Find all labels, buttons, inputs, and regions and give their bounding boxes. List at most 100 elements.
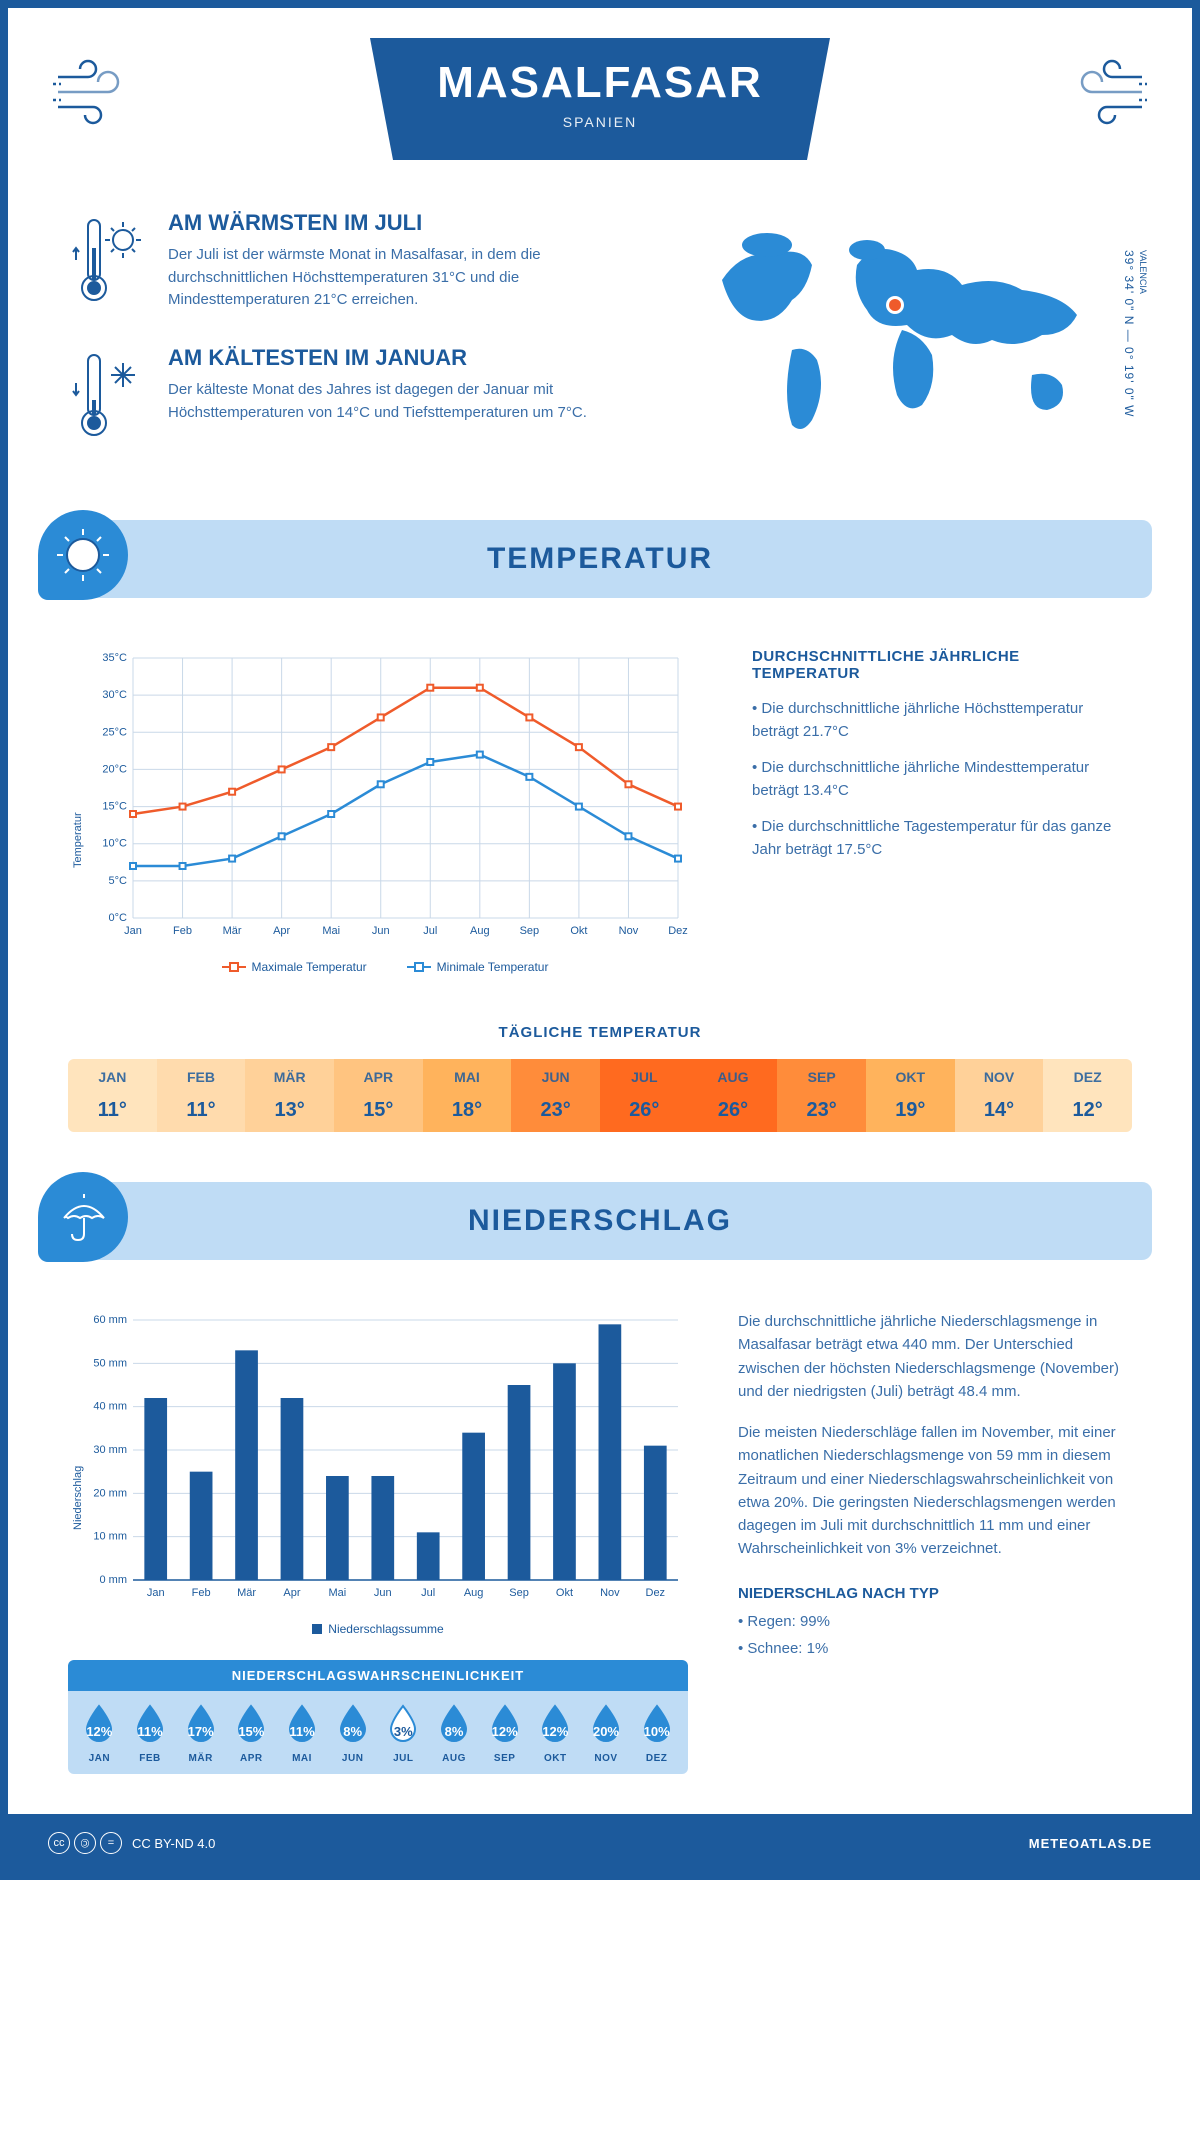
temp-cell: DEZ12° <box>1043 1059 1132 1132</box>
svg-text:10 mm: 10 mm <box>93 1531 127 1543</box>
svg-text:Jul: Jul <box>423 925 437 937</box>
svg-text:Jun: Jun <box>374 1587 392 1599</box>
site-name: METEOATLAS.DE <box>1029 1836 1152 1851</box>
warmest-text: Der Juli ist der wärmste Monat in Masalf… <box>168 244 652 312</box>
temp-cell: FEB11° <box>157 1059 246 1132</box>
footer: cc 🄯 = CC BY-ND 4.0 METEOATLAS.DE <box>8 1814 1192 1872</box>
temperature-info: DURCHSCHNITTLICHE JÄHRLICHE TEMPERATUR •… <box>752 648 1132 974</box>
header: MASALFASAR SPANIEN <box>8 8 1192 180</box>
prob-cell: 15% APR <box>226 1703 277 1764</box>
prob-cell: 12% OKT <box>530 1703 581 1764</box>
coordinates: VALENCIA 39° 34' 0" N — 0° 19' 0" W <box>1122 250 1150 417</box>
thermometer-hot-icon <box>68 210 148 315</box>
svg-text:20°C: 20°C <box>102 763 127 775</box>
prob-cell: 17% MÄR <box>175 1703 226 1764</box>
svg-text:Dez: Dez <box>668 925 688 937</box>
legend-precip: Niederschlagssumme <box>312 1622 443 1636</box>
cc-icon: cc <box>48 1832 70 1854</box>
temp-cell: NOV14° <box>955 1059 1044 1132</box>
coldest-title: AM KÄLTESTEN IM JANUAR <box>168 345 652 371</box>
legend-min: Minimale Temperatur <box>407 960 549 974</box>
legend-max: Maximale Temperatur <box>222 960 367 974</box>
prob-cell: 8% JUN <box>327 1703 378 1764</box>
temp-cell: SEP23° <box>777 1059 866 1132</box>
svg-text:40 mm: 40 mm <box>93 1401 127 1413</box>
svg-text:20 mm: 20 mm <box>93 1487 127 1499</box>
prob-cell: 11% MAI <box>277 1703 328 1764</box>
warmest-block: AM WÄRMSTEN IM JULI Der Juli ist der wär… <box>68 210 652 315</box>
svg-text:0°C: 0°C <box>109 912 128 924</box>
svg-text:50 mm: 50 mm <box>93 1357 127 1369</box>
svg-text:Sep: Sep <box>509 1587 529 1599</box>
daily-temp-grid: JAN11°FEB11°MÄR13°APR15°MAI18°JUN23°JUL2… <box>68 1059 1132 1132</box>
wind-icon-right <box>1052 57 1152 141</box>
svg-text:Aug: Aug <box>470 925 490 937</box>
svg-text:Okt: Okt <box>556 1587 573 1599</box>
svg-text:Sep: Sep <box>520 925 540 937</box>
warmest-title: AM WÄRMSTEN IM JULI <box>168 210 652 236</box>
svg-text:Apr: Apr <box>283 1587 300 1599</box>
license-text: CC BY-ND 4.0 <box>132 1836 215 1851</box>
svg-text:Apr: Apr <box>273 925 290 937</box>
temperature-title: TEMPERATUR <box>88 542 1112 576</box>
prob-cell: 20% NOV <box>581 1703 632 1764</box>
temp-cell: MÄR13° <box>245 1059 334 1132</box>
probability-panel: NIEDERSCHLAGSWAHRSCHEINLICHKEIT 12% JAN … <box>68 1660 688 1774</box>
coldest-text: Der kälteste Monat des Jahres ist dagege… <box>168 379 652 424</box>
title-banner: MASALFASAR SPANIEN <box>370 38 830 160</box>
cc-icons: cc 🄯 = <box>48 1832 122 1854</box>
temp-cell: JUL26° <box>600 1059 689 1132</box>
precipitation-bar-chart: Niederschlag 0 mm10 mm20 mm30 mm40 mm50 … <box>68 1310 688 1610</box>
prob-cell: 12% SEP <box>479 1703 530 1764</box>
svg-text:25°C: 25°C <box>102 726 127 738</box>
precipitation-info: Die durchschnittliche jährliche Niedersc… <box>738 1310 1132 1774</box>
svg-text:Jun: Jun <box>372 925 390 937</box>
prob-cell: 10% DEZ <box>631 1703 682 1764</box>
svg-text:35°C: 35°C <box>102 652 127 664</box>
svg-text:Feb: Feb <box>173 925 192 937</box>
svg-text:30 mm: 30 mm <box>93 1444 127 1456</box>
svg-text:Feb: Feb <box>192 1587 211 1599</box>
nd-icon: = <box>100 1832 122 1854</box>
precipitation-title: NIEDERSCHLAG <box>88 1204 1112 1238</box>
svg-text:Mär: Mär <box>237 1587 256 1599</box>
prob-cell: 8% AUG <box>429 1703 480 1764</box>
svg-text:0 mm: 0 mm <box>100 1574 128 1586</box>
svg-text:Aug: Aug <box>464 1587 484 1599</box>
temp-cell: JAN11° <box>68 1059 157 1132</box>
svg-text:Mär: Mär <box>223 925 242 937</box>
svg-text:Nov: Nov <box>600 1587 620 1599</box>
coldest-block: AM KÄLTESTEN IM JANUAR Der kälteste Mona… <box>68 345 652 450</box>
svg-text:60 mm: 60 mm <box>93 1314 127 1326</box>
world-map: VALENCIA 39° 34' 0" N — 0° 19' 0" W <box>692 210 1132 480</box>
svg-text:Dez: Dez <box>646 1587 666 1599</box>
svg-text:15°C: 15°C <box>102 801 127 813</box>
temp-cell: MAI18° <box>423 1059 512 1132</box>
prob-cell: 11% FEB <box>125 1703 176 1764</box>
temperature-line-chart: Temperatur 0°C5°C10°C15°C20°C25°C30°C35°… <box>68 648 702 974</box>
svg-text:5°C: 5°C <box>109 875 128 887</box>
umbrella-icon <box>38 1172 128 1262</box>
temp-cell: APR15° <box>334 1059 423 1132</box>
sun-icon <box>38 510 128 600</box>
svg-text:10°C: 10°C <box>102 838 127 850</box>
svg-text:Jan: Jan <box>147 1587 165 1599</box>
thermometer-cold-icon <box>68 345 148 450</box>
temp-cell: AUG26° <box>689 1059 778 1132</box>
svg-text:Jan: Jan <box>124 925 142 937</box>
temperature-section-header: TEMPERATUR <box>48 520 1152 598</box>
svg-text:Mai: Mai <box>329 1587 347 1599</box>
precipitation-section-header: NIEDERSCHLAG <box>48 1182 1152 1260</box>
prob-cell: 12% JAN <box>74 1703 125 1764</box>
svg-text:Okt: Okt <box>570 925 587 937</box>
svg-text:Nov: Nov <box>619 925 639 937</box>
temp-cell: JUN23° <box>511 1059 600 1132</box>
subtitle: SPANIEN <box>430 114 770 130</box>
daily-temp-title: TÄGLICHE TEMPERATUR <box>8 1024 1192 1041</box>
svg-text:30°C: 30°C <box>102 689 127 701</box>
temp-cell: OKT19° <box>866 1059 955 1132</box>
by-icon: 🄯 <box>74 1832 96 1854</box>
svg-text:Mai: Mai <box>322 925 340 937</box>
page-title: MASALFASAR <box>430 58 770 108</box>
svg-text:Jul: Jul <box>421 1587 435 1599</box>
